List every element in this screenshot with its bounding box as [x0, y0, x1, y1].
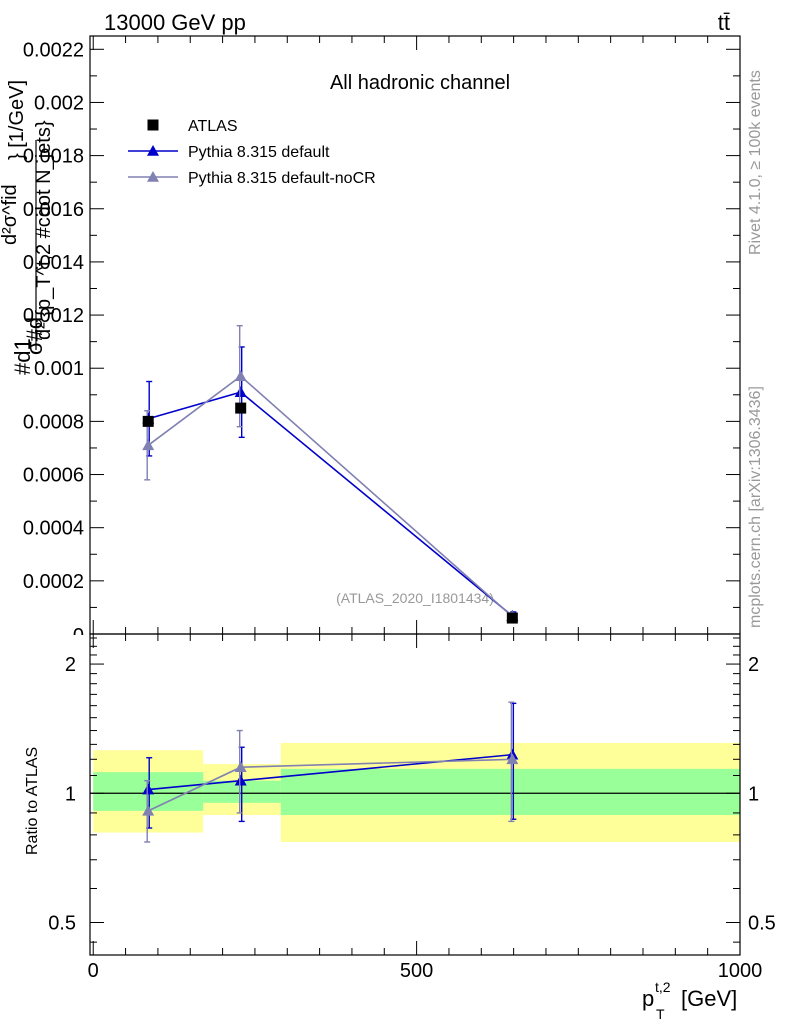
data-point: [142, 439, 155, 451]
y-tick-label: 0.0016: [23, 199, 84, 221]
y-tick-label: 0.0012: [23, 305, 84, 327]
legend-marker: [147, 171, 159, 182]
legend-marker: [147, 145, 159, 156]
ratio-y-axis-label: Ratio to ATLAS: [24, 747, 41, 855]
ratio-y-tick-label-right: 2: [748, 654, 759, 676]
mcplots-label: mcplots.cern.ch [arXiv:1306.3436]: [747, 386, 764, 628]
ratio-frame: [89, 633, 741, 956]
y-tick-label: 0.0014: [23, 252, 84, 274]
xlabel-superscript: t,2: [655, 979, 671, 995]
data-point: [234, 386, 247, 397]
ylabel-d2sigma: d²σ^fid: [0, 184, 21, 245]
legend-label: Pythia 8.315 default: [188, 144, 330, 161]
ratio-data-point: [234, 774, 247, 786]
xlabel-units: [GeV]: [681, 986, 737, 1011]
data-point: [142, 415, 154, 427]
ratio-data-point: [142, 804, 155, 816]
ratio-data-point: [142, 783, 155, 795]
y-tick-label: 0.0008: [23, 411, 84, 433]
legend-marker: [147, 119, 159, 131]
ratio-y-tick-label-right: 1: [748, 783, 759, 805]
xlabel-subscript: T: [656, 1006, 665, 1022]
ylabel-denominator: d² {p_T^t,2 #cdot N_jets}: [33, 120, 55, 340]
series-line: [147, 391, 513, 617]
y-tick-label: 0.0018: [23, 146, 84, 168]
data-point: [235, 402, 247, 414]
ratio-y-tick-label: 0.5: [48, 912, 76, 934]
main-panel: All hadronic channel (ATLAS_2020_I180143…: [23, 35, 741, 647]
chart-title: All hadronic channel: [330, 72, 510, 94]
uncertainty-band-inner: [280, 768, 740, 816]
ylabel-units: } [1/GeV]: [6, 80, 28, 160]
y-tick-label-zero: 0: [73, 625, 84, 647]
data-point: [234, 370, 247, 381]
legend-label: ATLAS: [188, 118, 238, 135]
ratio-data-point: [506, 753, 519, 765]
ratio-y-tick-label: 1: [65, 783, 76, 805]
ratio-panel: 0.5 0.5 1 1 2 2 0 500 1000: [48, 633, 776, 982]
ylabel-sigma-d: σ#d: [22, 317, 47, 355]
header-left: 13000 GeV pp: [104, 10, 246, 35]
y-tick-label: 0.0002: [23, 571, 84, 593]
header-right: tt̄: [718, 10, 730, 35]
legend-label: Pythia 8.315 default-noCR: [188, 170, 376, 187]
ylabel-frac-d1: #d1: [10, 338, 35, 375]
y-tick-label: 0.002: [34, 92, 84, 114]
y-tick-label: 0.001: [34, 358, 84, 380]
x-tick-label: 500: [400, 960, 433, 982]
series-line: [147, 375, 513, 618]
y-tick-label: 0.0004: [23, 518, 84, 540]
ratio-y-tick-label: 2: [65, 654, 76, 676]
data-point: [506, 612, 518, 624]
x-axis-label: pTt,2 [GeV]: [642, 979, 737, 1022]
xlabel-p: p: [642, 986, 654, 1011]
ratio-data-point: [234, 761, 247, 773]
watermark: (ATLAS_2020_I1801434): [336, 590, 494, 606]
main-y-axis-label: #d1σ#d d²σ^fid d² {p_T^t,2 #cdot N_jets}} …: [0, 80, 55, 375]
x-tick-label: 0: [88, 960, 99, 982]
x-tick-label: 1000: [718, 960, 763, 982]
y-tick-label: 0.0022: [23, 39, 84, 61]
legend: ATLAS Pythia 8.315 default Pythia 8.315 de…: [128, 118, 376, 187]
y-tick-label: 0.0006: [23, 465, 84, 487]
ratio-y-tick-label-right: 0.5: [748, 912, 776, 934]
rivet-label: Rivet 4.1.0, ≥ 100k events: [747, 70, 764, 255]
